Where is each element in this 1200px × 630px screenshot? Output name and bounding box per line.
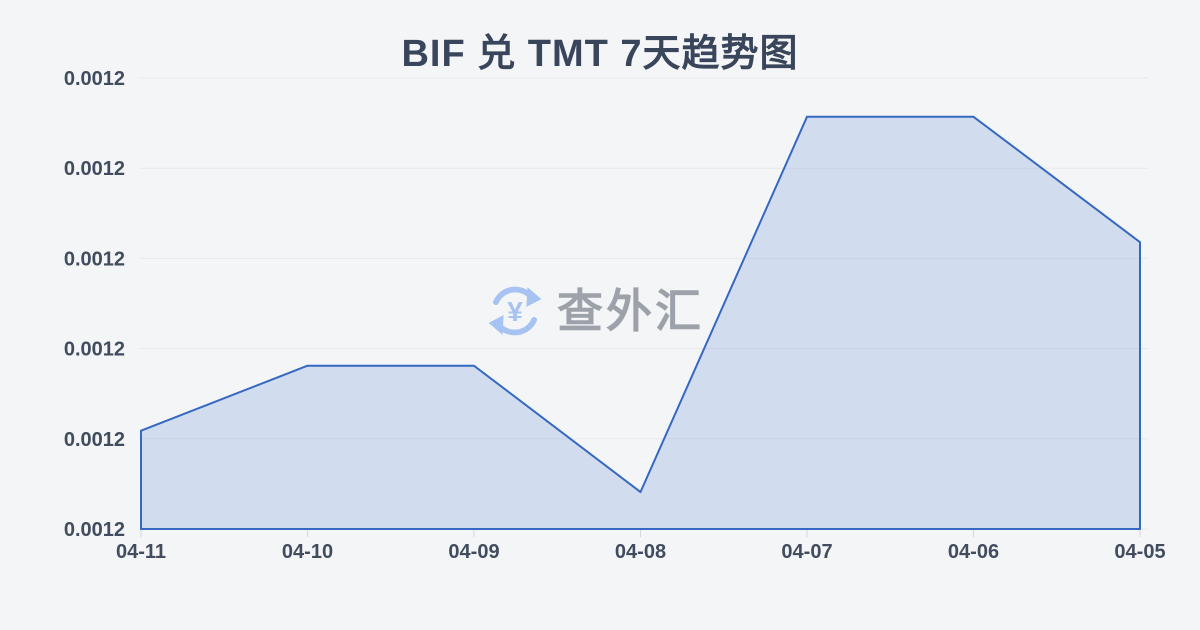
x-axis-tick-label: 04-09 [448, 541, 499, 563]
x-axis-tick-label: 04-05 [1114, 541, 1165, 563]
yuan-symbol: ¥ [507, 296, 523, 327]
watermark: ¥ 查外汇 [486, 282, 704, 340]
x-axis-tick-label: 04-08 [615, 541, 666, 563]
y-axis-tick-label: 0.0012 [64, 248, 125, 270]
y-axis-tick-label: 0.0012 [64, 429, 125, 451]
currency-exchange-icon: ¥ [488, 286, 542, 336]
x-axis-tick-label: 04-11 [116, 541, 166, 563]
x-axis-tick-label: 04-10 [282, 541, 333, 563]
y-axis-tick-label: 0.0012 [64, 158, 125, 180]
y-axis-tick-label: 0.0012 [64, 68, 125, 90]
x-axis-tick-label: 04-07 [781, 541, 832, 563]
area-series [140, 115, 1141, 530]
chart-title: BIF 兑 TMT 7天趋势图 [401, 33, 799, 75]
y-axis-tick-label: 0.0012 [64, 339, 125, 361]
x-axis-tick-label: 04-06 [948, 541, 999, 563]
y-axis-tick-label: 0.0012 [64, 519, 125, 541]
watermark-text: 查外汇 [557, 285, 704, 337]
